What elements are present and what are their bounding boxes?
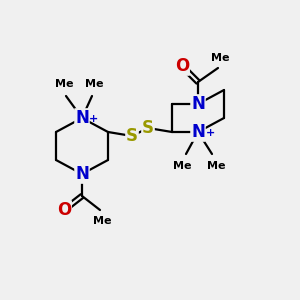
Text: N: N bbox=[191, 95, 205, 113]
Text: Me: Me bbox=[173, 161, 191, 171]
Text: Me: Me bbox=[211, 53, 229, 63]
Text: S: S bbox=[126, 127, 138, 145]
Text: Me: Me bbox=[55, 79, 73, 89]
Text: N: N bbox=[75, 165, 89, 183]
Text: N: N bbox=[75, 109, 89, 127]
Text: O: O bbox=[57, 201, 71, 219]
Text: Me: Me bbox=[207, 161, 225, 171]
Text: +: + bbox=[89, 114, 98, 124]
Text: Me: Me bbox=[85, 79, 103, 89]
Text: N: N bbox=[191, 123, 205, 141]
Text: Me: Me bbox=[93, 216, 111, 226]
Text: S: S bbox=[142, 119, 154, 137]
Text: +: + bbox=[206, 128, 215, 138]
Text: O: O bbox=[175, 57, 189, 75]
